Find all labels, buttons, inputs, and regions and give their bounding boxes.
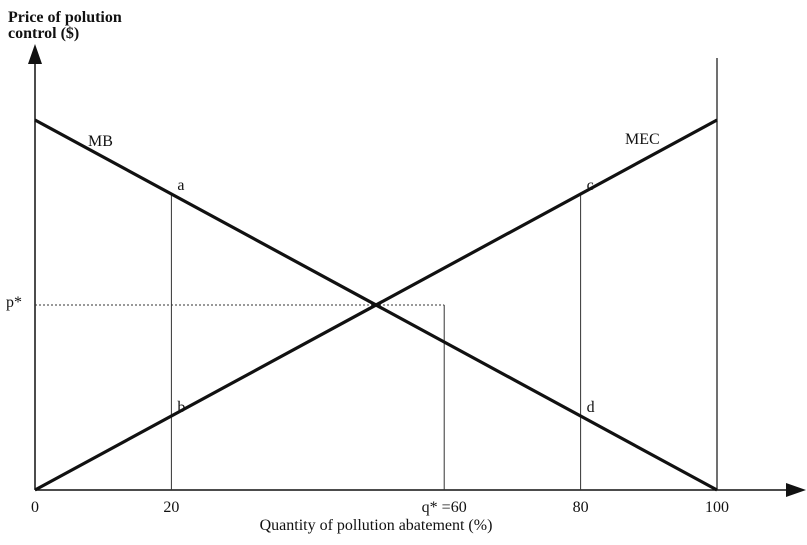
x-tick-label: q* =60 [421,499,467,516]
y-axis-arrow-icon [28,44,42,64]
x-tick-label: 100 [705,499,729,516]
x-tick-label: 20 [163,499,180,516]
x-tick-label: 80 [572,499,589,516]
y-axis-label-line-1: Price of polution [8,9,122,26]
x-axis-label: Quantity of pollution abatement (%) [259,517,493,534]
point-label-b: b [177,399,186,416]
series-line-mec [34,118,718,492]
point-label-a: a [177,177,185,194]
point-label-d: d [586,399,595,416]
x-axis-arrow-icon [786,483,806,497]
x-tick-label: 0 [31,499,39,516]
y-tick-label: p* [6,294,22,311]
y-axis-label: Price of polution control ($) [8,10,122,42]
series-label-mec: MEC [625,131,660,148]
series-label-mb: MB [88,133,113,150]
point-label-c: c [586,177,594,194]
y-axis-label-line-2: control ($) [8,25,80,42]
